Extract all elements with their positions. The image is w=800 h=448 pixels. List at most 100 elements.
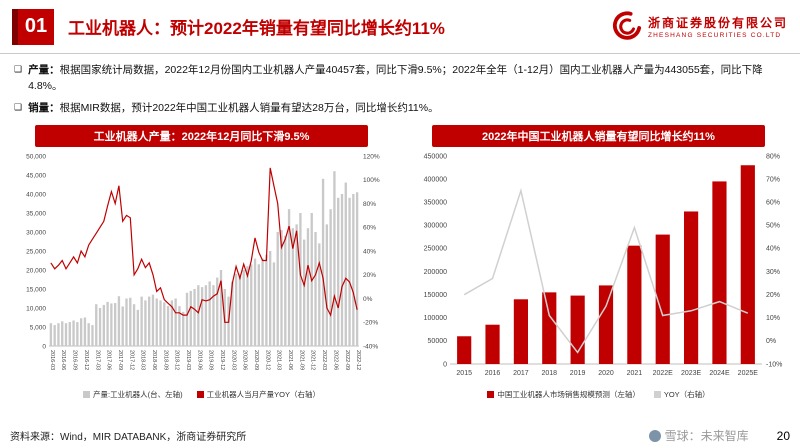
svg-text:2018-06: 2018-06	[151, 350, 157, 370]
svg-text:450000: 450000	[423, 153, 446, 160]
svg-text:150000: 150000	[423, 292, 446, 299]
svg-text:70%: 70%	[766, 176, 780, 183]
svg-text:45,000: 45,000	[26, 172, 46, 179]
svg-text:0%: 0%	[363, 296, 373, 303]
legend-label: 工业机器人当月产量YOY（右轴）	[206, 389, 320, 399]
svg-text:300000: 300000	[423, 222, 446, 229]
bullet-sales: ❑ 销量：根据MIR数据，预计2022年中国工业机器人销量有望达28万台，同比增…	[14, 100, 786, 116]
legend-item-production-yoy: 工业机器人当月产量YOY（右轴）	[196, 389, 320, 400]
svg-text:-10%: -10%	[766, 361, 782, 368]
svg-text:2019-03: 2019-03	[185, 350, 191, 370]
svg-text:40,000: 40,000	[26, 191, 46, 198]
svg-text:2020: 2020	[598, 370, 614, 377]
svg-text:2017: 2017	[513, 370, 529, 377]
chart-sales-legend: 中国工业机器人市场销售规模预测（左轴） YOY（右轴）	[487, 389, 710, 400]
svg-text:100000: 100000	[423, 315, 446, 322]
bullet-production: ❑ 产量：根据国家统计局数据，2022年12月份国内工业机器人产量40457套，…	[14, 62, 786, 95]
svg-text:-40%: -40%	[363, 343, 378, 350]
svg-text:2016-09: 2016-09	[71, 350, 77, 370]
svg-text:2019-06: 2019-06	[196, 350, 202, 370]
svg-text:20%: 20%	[766, 292, 780, 299]
svg-text:2022-09: 2022-09	[343, 350, 349, 370]
svg-text:0%: 0%	[766, 338, 776, 345]
svg-text:20%: 20%	[363, 272, 376, 279]
svg-text:10,000: 10,000	[26, 305, 46, 312]
svg-text:2020-09: 2020-09	[253, 350, 259, 370]
footer-right: 雪球：未来智库 20	[648, 427, 790, 444]
svg-text:2022E: 2022E	[652, 370, 673, 377]
legend-item-production-bars: 产量:工业机器人(台、左轴)	[83, 389, 183, 400]
svg-text:2022-12: 2022-12	[355, 350, 361, 370]
legend-swatch-red	[196, 390, 204, 398]
svg-text:2022-06: 2022-06	[332, 350, 338, 370]
legend-item-sales-bars: 中国工业机器人市场销售规模预测（左轴）	[487, 389, 640, 400]
svg-text:2015: 2015	[456, 370, 472, 377]
svg-text:2016-12: 2016-12	[82, 350, 88, 370]
svg-text:120%: 120%	[363, 153, 380, 160]
svg-text:2021-09: 2021-09	[298, 350, 304, 370]
watermark-logo-icon	[648, 429, 661, 442]
svg-text:2021-12: 2021-12	[309, 350, 315, 370]
svg-text:2018: 2018	[541, 370, 557, 377]
legend-swatch-gray	[653, 390, 661, 398]
svg-text:2019-12: 2019-12	[219, 350, 225, 370]
svg-text:250000: 250000	[423, 246, 446, 253]
legend-swatch-gray	[83, 390, 91, 398]
bullet-sales-body: 根据MIR数据，预计2022年中国工业机器人销量有望达28万台，同比增长约11%…	[59, 101, 439, 114]
chart-sales-title: 2022年中国工业机器人销量有望同比增长约11%	[432, 124, 765, 147]
bullet-marker-icon: ❑	[14, 64, 23, 74]
svg-text:2019-09: 2019-09	[207, 350, 213, 370]
svg-text:0: 0	[42, 343, 46, 350]
svg-text:2018-03: 2018-03	[139, 350, 145, 370]
svg-text:2021: 2021	[626, 370, 642, 377]
svg-text:40%: 40%	[766, 246, 780, 253]
section-number-badge: 01	[12, 8, 54, 45]
svg-text:2022-03: 2022-03	[321, 350, 327, 370]
svg-text:50000: 50000	[427, 338, 447, 345]
svg-text:30%: 30%	[766, 269, 780, 276]
charts-row: 工业机器人产量：2022年12月同比下滑9.5% 0 5,000 10,000 15,…	[0, 123, 800, 400]
zheshang-phoenix-icon	[612, 10, 642, 40]
bullet-production-label: 产量：	[28, 64, 60, 76]
sales-bar-line-chart: 0 50000 100000 150000 200000 250000 300000 3500…	[423, 153, 782, 377]
page-number: 20	[776, 428, 790, 443]
bullet-sales-label: 销量：	[28, 101, 60, 114]
chart-production-title: 工业机器人产量：2022年12月同比下滑9.5%	[35, 124, 368, 147]
legend-label: 产量:工业机器人(台、左轴)	[93, 389, 183, 399]
svg-text:35,000: 35,000	[26, 210, 46, 217]
chart-production-panel: 工业机器人产量：2022年12月同比下滑9.5% 0 5,000 10,000 15,…	[8, 124, 395, 400]
svg-text:5,000: 5,000	[29, 324, 46, 331]
svg-text:20,000: 20,000	[26, 267, 46, 274]
svg-text:-20%: -20%	[363, 319, 378, 326]
svg-text:50,000: 50,000	[26, 153, 46, 160]
svg-text:2017-09: 2017-09	[116, 350, 122, 370]
svg-text:2017-06: 2017-06	[105, 350, 111, 370]
bullet-production-body: 根据国家统计局数据，2022年12月份国内工业机器人产量40457套，同比下滑9…	[28, 64, 763, 93]
svg-text:2021-06: 2021-06	[287, 350, 293, 370]
watermark: 雪球：未来智库	[648, 427, 749, 444]
chart-sales-panel: 2022年中国工业机器人销量有望同比增长约11% 0 50000 100000 150…	[405, 124, 792, 400]
svg-text:80%: 80%	[363, 201, 376, 208]
logo-company-name-en: ZHESHANG SECURITIES CO.LTD	[647, 32, 782, 39]
svg-text:2025E: 2025E	[737, 370, 758, 377]
legend-label: 中国工业机器人市场销售规模预测（左轴）	[497, 389, 640, 399]
summary-bullets: ❑ 产量：根据国家统计局数据，2022年12月份国内工业机器人产量40457套，…	[0, 54, 800, 123]
footer: 资料来源：Wind，MIR DATABANK，浙商证券研究所 雪球：未来智库 2…	[0, 427, 800, 444]
svg-text:50%: 50%	[766, 222, 780, 229]
watermark-text: 雪球：未来智库	[664, 429, 749, 443]
legend-swatch-red	[487, 390, 495, 398]
chart-production-legend: 产量:工业机器人(台、左轴) 工业机器人当月产量YOY（右轴）	[83, 389, 320, 400]
svg-text:25,000: 25,000	[26, 248, 46, 255]
svg-text:2016: 2016	[484, 370, 500, 377]
source-note: 资料来源：Wind，MIR DATABANK，浙商证券研究所	[10, 432, 247, 443]
header: 01 工业机器人：预计2022年销量有望同比增长约11% 浙商证券股份有限公司 …	[0, 0, 800, 54]
svg-text:30,000: 30,000	[26, 229, 46, 236]
svg-text:2018-12: 2018-12	[173, 350, 179, 370]
page-title: 工业机器人：预计2022年销量有望同比增长约11%	[68, 19, 445, 38]
svg-text:350000: 350000	[423, 199, 446, 206]
svg-text:10%: 10%	[766, 315, 780, 322]
svg-text:100%: 100%	[363, 177, 380, 184]
svg-text:2024E: 2024E	[709, 370, 730, 377]
logo-company-name-cn: 浙商证券股份有限公司	[647, 16, 788, 30]
svg-text:2020-03: 2020-03	[230, 350, 236, 370]
